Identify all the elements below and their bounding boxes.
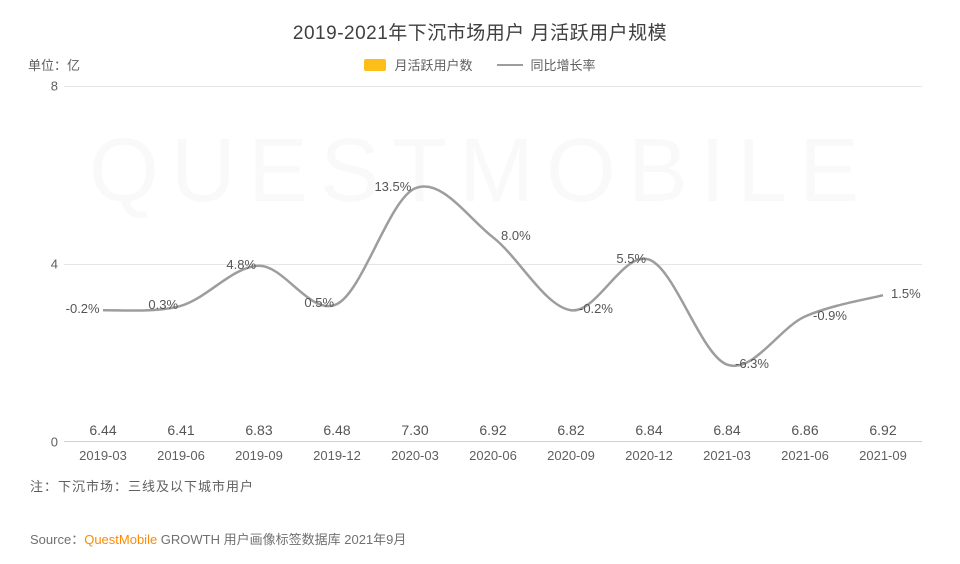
bar-slot: 6.92 — [454, 422, 532, 442]
x-axis-label: 2019-03 — [64, 442, 142, 466]
bar-slot: 6.83 — [220, 422, 298, 442]
source-brand: QuestMobile — [84, 532, 157, 547]
legend-line-swatch — [497, 64, 523, 66]
line-value-label: -0.9% — [813, 308, 847, 323]
plot-area: 048 6.446.416.836.487.306.926.826.846.84… — [64, 86, 922, 466]
footnote: 注：下沉市场：三线及以下城市用户 — [30, 476, 932, 495]
x-axis-label: 2019-06 — [142, 442, 220, 466]
bar-slot: 6.44 — [64, 422, 142, 442]
unit-label: 单位：亿 — [28, 55, 118, 74]
x-axis-label: 2021-03 — [688, 442, 766, 466]
x-axis-label: 2021-06 — [766, 442, 844, 466]
bar-slot: 6.84 — [610, 422, 688, 442]
legend: 月活跃用户数 同比增长率 — [118, 55, 842, 74]
x-axis-label: 2020-09 — [532, 442, 610, 466]
y-tick: 8 — [28, 79, 64, 94]
source-line: Source：QuestMobile GROWTH 用户画像标签数据库 2021… — [30, 529, 932, 548]
x-axis-label: 2020-06 — [454, 442, 532, 466]
y-tick: 4 — [28, 257, 64, 272]
bar-slot: 6.48 — [298, 422, 376, 442]
x-axis-label: 2019-12 — [298, 442, 376, 466]
bar-value-label: 6.48 — [323, 422, 350, 438]
bar-value-label: 6.86 — [791, 422, 818, 438]
legend-bar-swatch — [364, 59, 386, 71]
line-value-label: 8.0% — [501, 228, 531, 243]
bar-value-label: 6.92 — [479, 422, 506, 438]
y-tick: 0 — [28, 435, 64, 450]
bar-value-label: 6.84 — [713, 422, 740, 438]
bar-slot: 6.86 — [766, 422, 844, 442]
x-axis-label: 2021-09 — [844, 442, 922, 466]
bar-slot: 6.84 — [688, 422, 766, 442]
x-axis-label: 2020-12 — [610, 442, 688, 466]
chart-container: QUESTMOBILE 2019-2021年下沉市场用户 月活跃用户规模 单位：… — [0, 0, 960, 564]
bar-value-label: 6.82 — [557, 422, 584, 438]
x-axis-label: 2020-03 — [376, 442, 454, 466]
line-value-label: 4.8% — [226, 257, 256, 272]
line-value-label: 1.5% — [891, 286, 921, 301]
line-value-label: -0.2% — [579, 301, 613, 316]
bar-slot: 6.82 — [532, 422, 610, 442]
line-value-label: 13.5% — [374, 179, 411, 194]
line-value-label: -0.2% — [66, 301, 100, 316]
bar-value-label: 6.44 — [89, 422, 116, 438]
legend-line-label: 同比增长率 — [531, 55, 596, 74]
bar-value-label: 6.41 — [167, 422, 194, 438]
bar-slot: 7.30 — [376, 422, 454, 442]
line-value-label: -6.3% — [735, 356, 769, 371]
source-prefix: Source： — [30, 532, 84, 547]
chart-title: 2019-2021年下沉市场用户 月活跃用户规模 — [28, 18, 932, 45]
y-axis: 048 — [28, 86, 64, 442]
legend-line: 同比增长率 — [497, 55, 596, 74]
x-axis-label: 2019-09 — [220, 442, 298, 466]
bars: 6.44 6.41 6.83 6.48 7.30 6.92 6.82 6.84 6.84 6.86… — [64, 86, 922, 442]
legend-bar: 月活跃用户数 — [364, 55, 472, 74]
source-suffix: GROWTH 用户画像标签数据库 2021年9月 — [157, 532, 406, 547]
line-value-label: 5.5% — [616, 251, 646, 266]
bar-value-label: 6.92 — [869, 422, 896, 438]
bar-value-label: 6.83 — [245, 422, 272, 438]
line-value-label: 0.5% — [304, 295, 334, 310]
chart-subheader: 单位：亿 月活跃用户数 同比增长率 — [28, 55, 932, 74]
bar-value-label: 6.84 — [635, 422, 662, 438]
bar-value-label: 7.30 — [401, 422, 428, 438]
line-value-label: 0.3% — [148, 297, 178, 312]
x-axis-labels: 2019-032019-062019-092019-122020-032020-… — [64, 442, 922, 466]
legend-bar-label: 月活跃用户数 — [394, 55, 472, 74]
bar-slot: 6.41 — [142, 422, 220, 442]
bar-slot: 6.92 — [844, 422, 922, 442]
